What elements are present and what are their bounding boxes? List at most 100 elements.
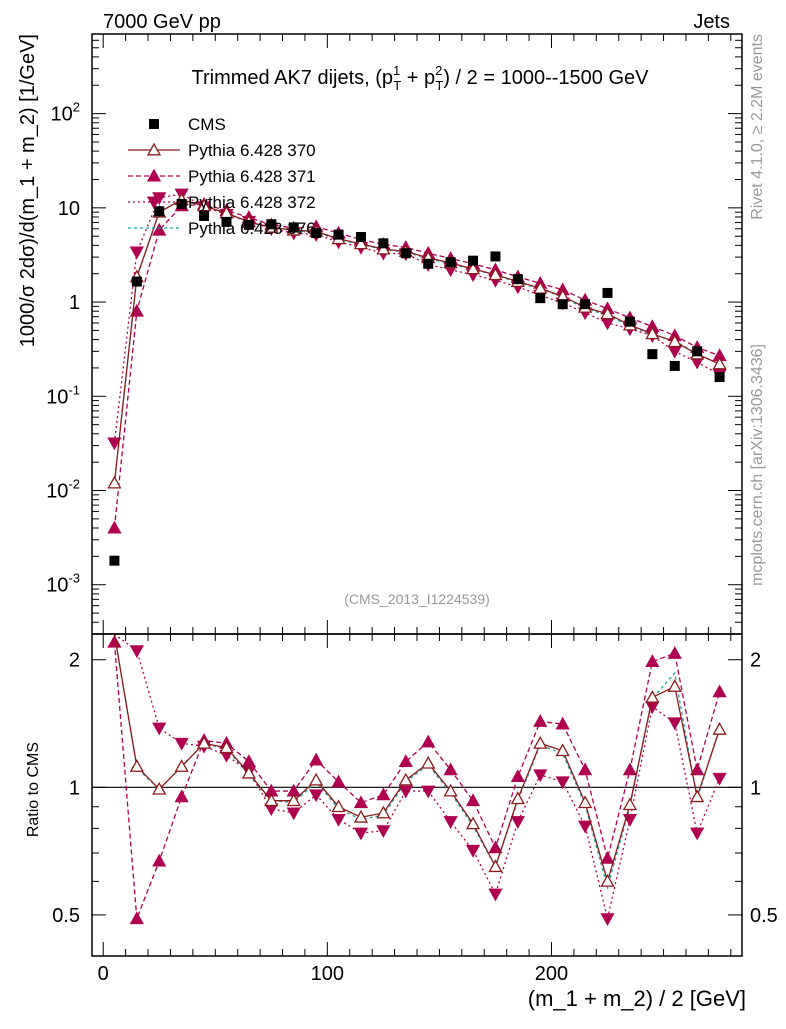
x-tick-label: 100 xyxy=(311,963,344,985)
ratio-line xyxy=(113,633,721,884)
y-tick-label: 10-1 xyxy=(46,382,80,408)
series-point xyxy=(129,246,144,260)
ratio-tick-label: 1 xyxy=(69,777,80,799)
ratio-point xyxy=(533,769,548,783)
data-point xyxy=(423,258,434,269)
ratio-point xyxy=(443,816,458,829)
ratio-point xyxy=(331,799,346,813)
header-energy-label: 7000 GeV pp xyxy=(103,11,221,33)
ratio-point xyxy=(510,769,525,783)
ratio-point xyxy=(555,716,570,730)
data-point xyxy=(580,299,591,310)
ratio-point xyxy=(533,714,548,727)
legend-marker xyxy=(146,142,162,156)
series-line xyxy=(113,199,720,484)
header-process-label: Jets xyxy=(693,11,730,33)
ratio-point xyxy=(645,690,660,703)
ratio-point xyxy=(421,755,436,769)
ratio-point xyxy=(129,759,144,772)
data-point xyxy=(602,287,613,298)
ratio-point xyxy=(533,735,548,749)
y-tick-label: 10 xyxy=(58,198,80,220)
ratio-point xyxy=(129,911,144,925)
ticks-layer: 0 100 200 10-3 10-2 10-1 1 10 102 0.5 0.5 1 1 2 2 xyxy=(46,33,778,985)
ratio-point xyxy=(555,776,570,790)
ratio-point xyxy=(443,762,458,776)
ratio-point xyxy=(645,654,660,668)
data-point xyxy=(378,238,389,249)
ratio-point xyxy=(174,737,189,751)
ratio-point xyxy=(667,646,682,659)
y-tick-label: 10-3 xyxy=(46,571,80,597)
series-point xyxy=(667,334,682,348)
ratio-point xyxy=(555,743,570,757)
series-point xyxy=(107,475,122,489)
series-point xyxy=(107,520,122,534)
ratio-plot-frame xyxy=(91,633,743,957)
ratio-point xyxy=(488,840,503,854)
series-point xyxy=(600,306,615,320)
data-point xyxy=(490,251,501,262)
ratio-point xyxy=(309,772,324,786)
data-point xyxy=(624,316,635,327)
ratio-point xyxy=(622,797,638,811)
legend-label: CMS xyxy=(188,115,226,134)
series-line xyxy=(113,193,720,443)
y-tick-label: 102 xyxy=(51,100,80,126)
series-point xyxy=(533,280,548,294)
ratio-point xyxy=(622,813,638,827)
ratio-point xyxy=(488,859,503,873)
ratio-tick-label-right: 0.5 xyxy=(750,905,778,927)
ratio-point xyxy=(600,874,615,887)
x-tick-label: 200 xyxy=(535,963,568,985)
ratio-point xyxy=(286,793,301,807)
data-point xyxy=(400,248,411,259)
data-point xyxy=(109,555,120,566)
ratio-point xyxy=(376,825,391,839)
series-point xyxy=(645,326,660,340)
ratio-point xyxy=(712,772,727,786)
ratio-tick-label: 0.5 xyxy=(52,905,80,927)
rivet-version-label: Rivet 4.1.0, ≥ 2.2M events xyxy=(749,34,766,220)
ratio-tick-label-right: 1 xyxy=(750,777,761,799)
ratio-point xyxy=(152,781,167,795)
data-point xyxy=(311,228,322,239)
ratio-point xyxy=(465,844,481,858)
data-point xyxy=(512,274,523,285)
data-point xyxy=(221,216,232,227)
legend-label: Pythia 6.428 370 xyxy=(188,141,316,160)
ratio-point xyxy=(309,789,324,803)
data-point xyxy=(535,293,546,304)
data-point xyxy=(199,210,210,221)
ratio-point xyxy=(712,684,727,698)
series-line xyxy=(113,203,720,529)
ratio-point xyxy=(667,717,682,731)
ratio-point xyxy=(690,827,705,841)
ratio-point xyxy=(376,805,391,819)
ratio-y-axis-label: Ratio to CMS xyxy=(25,742,42,837)
data-point xyxy=(445,257,456,268)
ratio-point xyxy=(443,783,458,797)
ratio-point xyxy=(712,722,727,735)
ratio-point xyxy=(600,913,615,926)
ratio-point xyxy=(264,793,279,807)
series-layer xyxy=(107,188,727,926)
ratio-point xyxy=(398,772,413,786)
ratio-point xyxy=(690,762,705,776)
ratio-point xyxy=(129,645,144,659)
analysis-id-label: (CMS_2013_I1224539) xyxy=(344,591,490,607)
y-axis-label: 1000/σ 2dσ)/d(m_1 + m_2) [1/GeV] xyxy=(17,34,39,347)
series-point xyxy=(465,261,481,275)
data-point xyxy=(557,299,568,310)
ratio-point xyxy=(421,785,436,799)
ratio-point xyxy=(577,820,593,834)
series-point xyxy=(376,241,391,255)
legend-label: Pythia 6.428 371 xyxy=(188,167,316,186)
series-point xyxy=(129,303,144,317)
series-point xyxy=(488,267,503,281)
legend-label: Pythia 6.428 372 xyxy=(188,193,316,212)
ratio-point xyxy=(600,850,615,864)
ratio-point xyxy=(376,787,391,801)
data-point xyxy=(266,219,277,230)
data-point xyxy=(176,198,187,209)
